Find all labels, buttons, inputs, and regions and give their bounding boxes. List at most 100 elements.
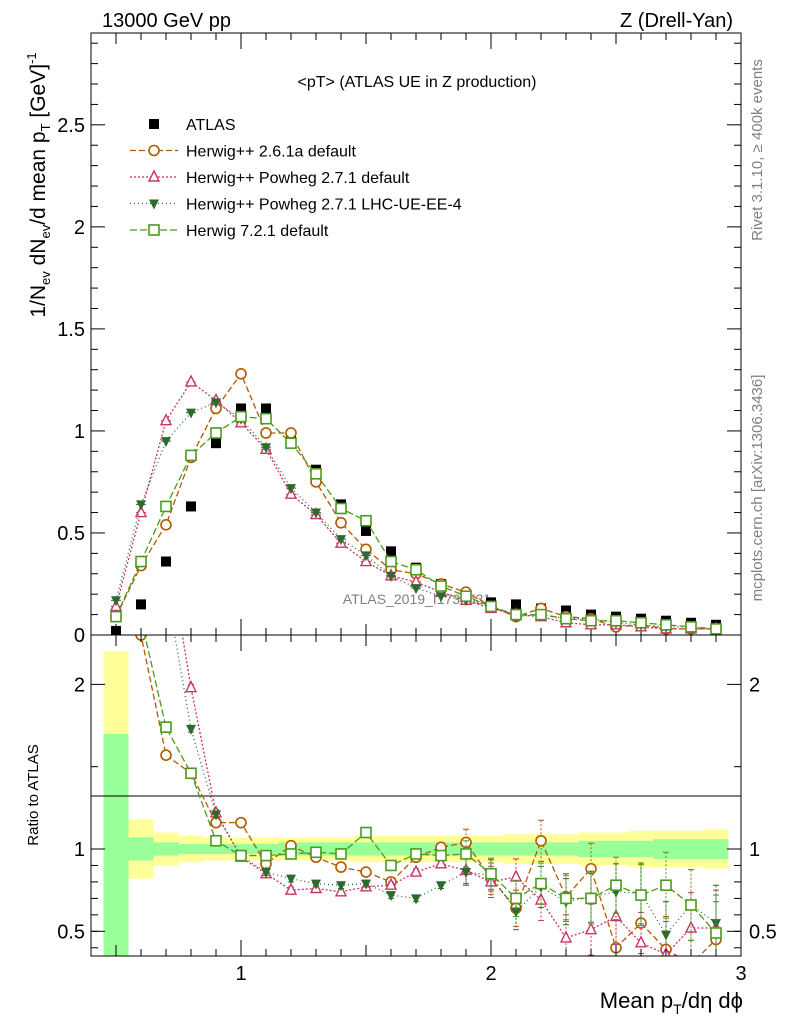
data-point <box>560 612 572 625</box>
legend-entry-powheg_default: Herwig++ Powheg 2.7.1 default <box>130 169 410 187</box>
main-y-axis-title: 1/Nev dNev/d mean pT [GeV]-1 <box>24 52 53 317</box>
data-point <box>610 614 622 627</box>
band-inner <box>353 842 379 856</box>
ratio-point <box>635 889 647 901</box>
ratio-y-tick-label-right: 0.5 <box>749 921 777 943</box>
data-point <box>136 500 146 511</box>
data-point <box>235 367 247 380</box>
data-point <box>360 514 372 527</box>
data-point <box>210 427 222 439</box>
ratio-point <box>210 834 222 847</box>
data-point <box>260 427 272 439</box>
ratio-point <box>460 848 472 860</box>
main-series <box>109 367 723 635</box>
band-inner <box>628 840 654 858</box>
data-point <box>660 618 672 631</box>
data-point <box>335 516 347 529</box>
data-point <box>184 374 198 387</box>
ratio-x-tick-label: 2 <box>485 963 496 985</box>
ratio-point <box>261 868 271 879</box>
ratio-y-tick-label: 2 <box>74 674 85 696</box>
ratio-point <box>235 816 247 829</box>
ratio-point <box>559 930 573 943</box>
data-point <box>310 467 322 480</box>
band-inner <box>653 839 679 859</box>
ratio-axes: 1 2 30.5 0.51 12 2 <box>57 635 777 985</box>
band-inner <box>503 842 529 856</box>
ratio-point <box>386 891 396 902</box>
data-point <box>235 410 247 423</box>
legend-entry-data: ATLAS <box>149 117 236 134</box>
ratio-point <box>609 908 623 922</box>
ratio-x-tick-label: 1 <box>235 963 246 985</box>
main-y-tick-label: 2 <box>74 217 85 239</box>
data-point <box>211 438 221 449</box>
data-point <box>161 556 171 567</box>
ratio-point <box>311 879 321 890</box>
ratio-point <box>385 859 397 872</box>
ratio-point <box>560 892 572 905</box>
mcplots-reference-label: mcplots.cern.ch [arXiv:1306.3436] <box>749 375 766 602</box>
process-label: Z (Drell-Yan) <box>620 10 733 32</box>
ratio-y-axis-title: Ratio to ATLAS <box>25 744 42 845</box>
ratio-series-herwig721 <box>144 635 722 956</box>
ratio-point <box>411 894 421 905</box>
data-point <box>335 502 347 515</box>
ratio-point <box>260 849 272 862</box>
ratio-point <box>160 749 172 761</box>
ratio-point <box>585 892 597 905</box>
band-inner <box>478 842 504 856</box>
data-point <box>136 599 146 610</box>
band-inner <box>253 844 279 854</box>
main-y-tick-label: 0.5 <box>57 523 85 545</box>
band-inner <box>678 839 704 859</box>
ratio-point <box>336 881 346 892</box>
data-point <box>635 616 647 629</box>
data-point <box>385 555 397 568</box>
data-point <box>161 437 171 448</box>
ratio-y-tick-label-right: 1 <box>749 839 760 861</box>
data-point <box>135 555 147 568</box>
band-inner <box>128 837 154 861</box>
ratio-point <box>634 935 648 948</box>
analysis-watermark: ATLAS_2019_I1736531 <box>343 591 492 607</box>
ratio-point <box>535 834 547 847</box>
ratio-point <box>435 849 447 862</box>
band-inner <box>178 844 204 854</box>
legend-label: Herwig++ Powheg 2.7.1 LHC-UE-EE-4 <box>186 197 462 214</box>
ratio-point <box>384 877 398 890</box>
data-point <box>411 584 421 595</box>
ratio-point <box>360 826 372 839</box>
ratio-point <box>410 848 422 860</box>
plot-title: <pT> (ATLAS UE in Z production) <box>298 74 537 91</box>
ratio-point <box>510 892 522 905</box>
ratio-point <box>285 848 297 860</box>
band-inner <box>553 842 579 856</box>
data-point <box>236 403 246 414</box>
ratio-point <box>485 867 497 880</box>
ratio-point <box>185 767 197 780</box>
ratio-x-tick-label: 3 <box>735 963 746 985</box>
legend-marker <box>148 144 160 157</box>
data-point <box>186 501 196 512</box>
ratio-point <box>434 856 448 869</box>
ratio-point <box>436 881 446 892</box>
data-point <box>535 608 547 621</box>
ratio-point <box>235 849 247 862</box>
ratio-point <box>686 959 696 969</box>
data-point <box>286 484 296 495</box>
rivet-version-label: Rivet 3.1.10, ≥ 400k events <box>749 59 766 241</box>
ratio-point <box>360 866 372 878</box>
main-y-tick-label: 0 <box>74 625 85 647</box>
data-point <box>510 608 522 621</box>
data-point <box>185 449 197 462</box>
ratio-uncertainty-bands <box>103 651 729 956</box>
legend-entry-powheg_lhcue: Herwig++ Powheg 2.7.1 LHC-UE-EE-4 <box>130 197 462 214</box>
data-point <box>561 605 571 616</box>
data-point <box>361 525 371 536</box>
ratio-point <box>535 877 547 890</box>
legend-marker <box>149 199 159 210</box>
ratio-point <box>184 680 198 693</box>
legend-marker <box>148 224 160 236</box>
